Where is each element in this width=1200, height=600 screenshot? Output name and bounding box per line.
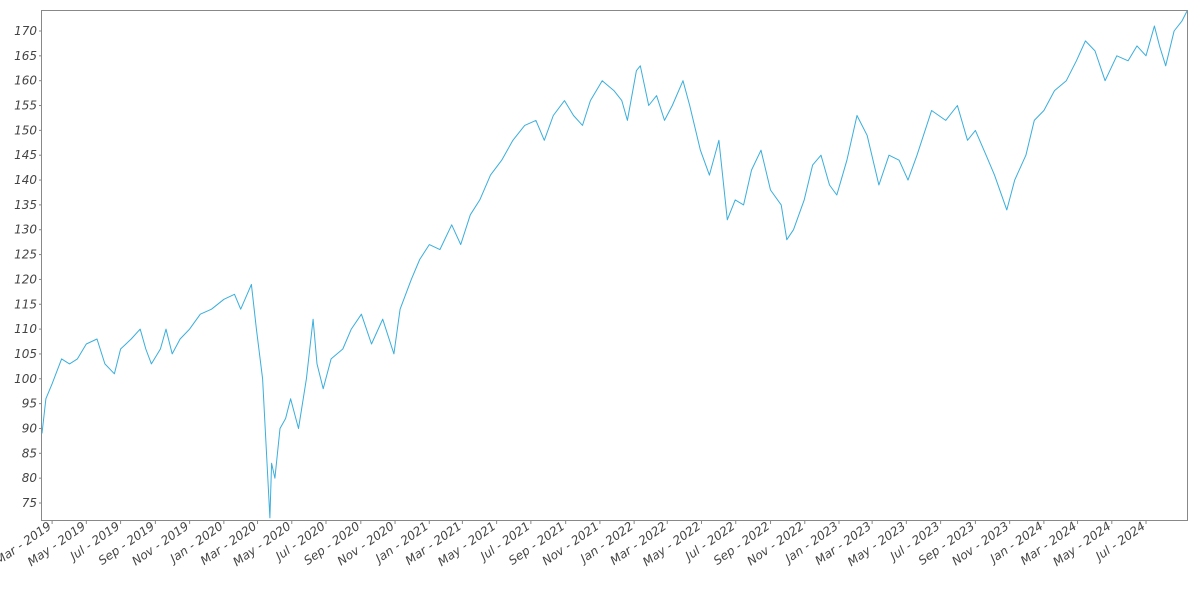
- y-tick-label: 115: [14, 297, 37, 311]
- y-tick-label: 80: [22, 471, 38, 485]
- y-tick-label: 165: [14, 49, 37, 63]
- y-tick-label: 155: [14, 99, 37, 113]
- y-tick-label: 110: [14, 322, 37, 336]
- y-tick-label: 130: [14, 223, 37, 237]
- y-tick-label: 75: [22, 496, 37, 510]
- y-tick-label: 90: [22, 421, 38, 435]
- y-tick-label: 100: [14, 372, 37, 386]
- y-tick-label: 105: [14, 347, 37, 361]
- y-axis: 75 80 85 90 95 100 105 110 115 120 125 130 135 140 145…: [14, 24, 42, 510]
- y-tick-label: 120: [14, 272, 37, 286]
- y-tick-label: 95: [22, 397, 37, 411]
- y-tick-label: 135: [14, 198, 37, 212]
- y-tick-label: 85: [22, 446, 37, 460]
- series-line: [41, 10, 1188, 519]
- y-tick-label: 150: [14, 123, 37, 137]
- y-tick-label: 145: [14, 148, 37, 162]
- y-tick-label: 125: [14, 248, 37, 262]
- plot-frame: [41, 10, 1188, 521]
- y-tick-label: 140: [14, 173, 37, 187]
- y-tick-label: 170: [14, 24, 37, 38]
- y-tick-label: 160: [14, 74, 37, 88]
